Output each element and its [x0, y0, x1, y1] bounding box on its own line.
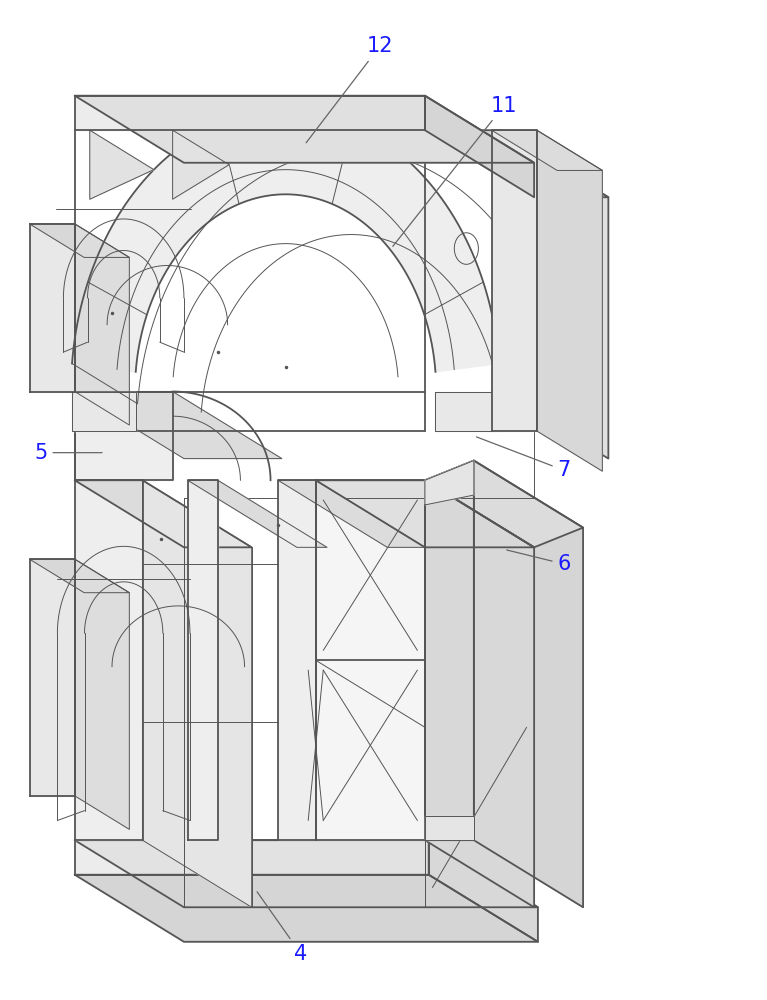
- Polygon shape: [30, 224, 74, 392]
- Text: 6: 6: [507, 550, 571, 574]
- Polygon shape: [499, 130, 608, 459]
- Polygon shape: [74, 840, 538, 907]
- Polygon shape: [537, 130, 602, 471]
- Polygon shape: [188, 480, 218, 840]
- Polygon shape: [278, 480, 425, 547]
- Text: 5: 5: [35, 443, 102, 463]
- Polygon shape: [74, 875, 538, 942]
- Polygon shape: [425, 461, 474, 840]
- Polygon shape: [425, 816, 474, 840]
- Polygon shape: [143, 480, 252, 907]
- Polygon shape: [74, 392, 173, 480]
- Polygon shape: [74, 480, 143, 840]
- Text: 11: 11: [393, 96, 517, 246]
- Polygon shape: [436, 392, 499, 431]
- Polygon shape: [90, 130, 154, 199]
- Polygon shape: [72, 392, 136, 431]
- Polygon shape: [30, 559, 74, 796]
- Text: 7: 7: [476, 437, 571, 480]
- Polygon shape: [188, 480, 327, 547]
- Polygon shape: [429, 840, 538, 942]
- Polygon shape: [316, 480, 534, 547]
- Polygon shape: [474, 461, 583, 907]
- Polygon shape: [74, 480, 252, 547]
- Polygon shape: [30, 224, 130, 257]
- Polygon shape: [425, 461, 474, 505]
- Polygon shape: [74, 559, 130, 829]
- Polygon shape: [74, 224, 130, 425]
- Polygon shape: [316, 480, 425, 840]
- Polygon shape: [72, 111, 499, 372]
- Polygon shape: [425, 461, 583, 547]
- Polygon shape: [425, 130, 608, 197]
- Polygon shape: [74, 840, 429, 875]
- Polygon shape: [425, 480, 534, 907]
- Polygon shape: [278, 480, 316, 840]
- Polygon shape: [74, 392, 281, 459]
- Text: 4: 4: [257, 892, 308, 964]
- Polygon shape: [173, 130, 229, 199]
- Polygon shape: [492, 130, 537, 431]
- Polygon shape: [492, 130, 602, 170]
- Polygon shape: [30, 559, 130, 593]
- Polygon shape: [74, 96, 534, 163]
- Polygon shape: [74, 96, 425, 130]
- Polygon shape: [425, 96, 534, 197]
- Text: 12: 12: [306, 36, 393, 143]
